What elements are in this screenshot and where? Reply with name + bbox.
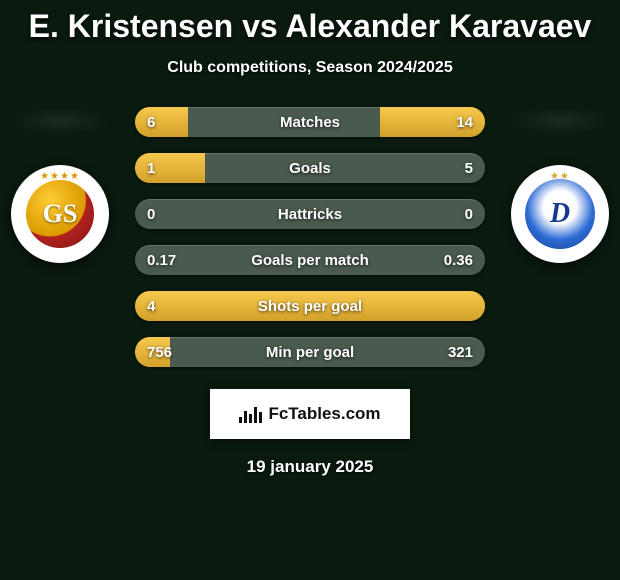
subtitle: Club competitions, Season 2024/2025 <box>0 59 620 77</box>
stat-row: 0.17Goals per match0.36 <box>135 245 485 275</box>
left-club-column: ★★★★ GS <box>0 107 120 263</box>
stat-label: Hattricks <box>135 199 485 229</box>
watermark-text: FcTables.com <box>268 404 380 424</box>
stat-value-right: 0.36 <box>444 245 473 275</box>
stat-row: 4Shots per goal <box>135 291 485 321</box>
comparison-panel: ★★★★ GS ★★ D 6Matches14 1Goals5 0Hattricks… <box>0 107 620 477</box>
stat-label: Min per goal <box>135 337 485 367</box>
stat-row: 6Matches14 <box>135 107 485 137</box>
right-club-stars: ★★ <box>550 171 570 182</box>
stat-label: Goals <box>135 153 485 183</box>
galatasaray-logo-icon: GS <box>26 180 94 248</box>
stat-row: 0Hattricks0 <box>135 199 485 229</box>
stat-bars-container: 6Matches14 1Goals5 0Hattricks0 0.17Goals pe… <box>135 107 485 367</box>
stat-label: Goals per match <box>135 245 485 275</box>
dynamo-kyiv-logo-icon: D <box>525 179 595 249</box>
bar-chart-icon <box>239 405 262 423</box>
stat-value-right: 5 <box>465 153 473 183</box>
page-title: E. Kristensen vs Alexander Karavaev <box>0 0 620 45</box>
stat-row: 1Goals5 <box>135 153 485 183</box>
right-club-column: ★★ D <box>500 107 620 263</box>
stat-value-right: 14 <box>456 107 473 137</box>
stat-value-right: 0 <box>465 199 473 229</box>
stat-value-right: 321 <box>448 337 473 367</box>
stat-label: Shots per goal <box>135 291 485 321</box>
left-club-stars: ★★★★ <box>40 171 80 182</box>
left-shadow-ellipse <box>10 107 110 135</box>
stat-row: 756Min per goal321 <box>135 337 485 367</box>
date-label: 19 january 2025 <box>0 457 620 477</box>
right-club-badge: ★★ D <box>511 165 609 263</box>
right-shadow-ellipse <box>510 107 610 135</box>
watermark: FcTables.com <box>210 389 410 439</box>
stat-label: Matches <box>135 107 485 137</box>
left-club-badge: ★★★★ GS <box>11 165 109 263</box>
